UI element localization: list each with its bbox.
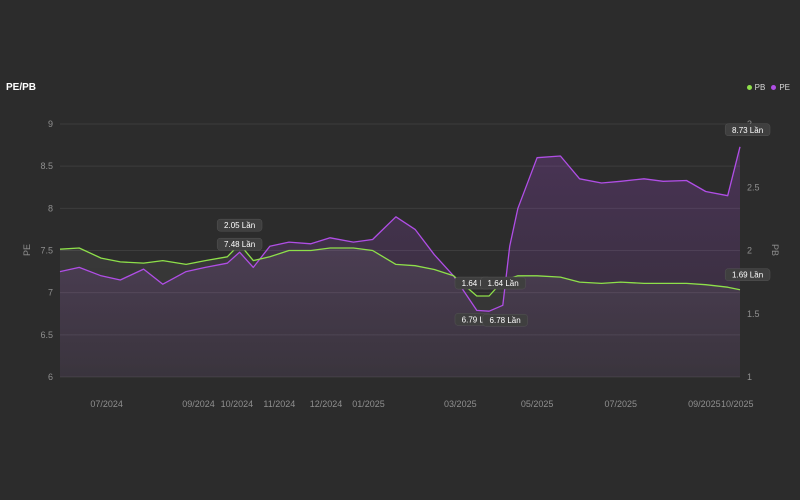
left-tick-label: 7.5 — [40, 246, 53, 256]
series-line-pb — [59, 243, 741, 297]
x-tick-label: 07/2025 — [604, 399, 637, 409]
x-tick-label: 11/2024 — [263, 399, 295, 409]
data-label-box — [216, 237, 263, 251]
left-tick-label: 8 — [48, 203, 53, 213]
data-label-text: 1.69 Lần — [732, 271, 763, 280]
data-label-text: 1.64 Lần — [488, 279, 519, 288]
pb-dot-icon — [746, 85, 752, 90]
legend-label-pe: PE — [779, 83, 790, 92]
x-tick-label: 01/2025 — [352, 399, 385, 409]
data-label-text: 6.79 L — [462, 315, 485, 324]
x-tick-label: 03/2025 — [444, 399, 477, 409]
series-areas — [60, 146, 740, 377]
right-tick-label: 1.5 — [747, 309, 760, 319]
data-labels: 2.05 Lần 7.48 Lần 1.64 L 1.64 Lần 6.79 L 6.78… — [216, 123, 771, 327]
left-axis: 6 6.5 7 7.5 8 8.5 9 PE — [22, 119, 53, 382]
data-label-box — [724, 123, 771, 137]
data-label-text: 7.48 Lần — [224, 240, 255, 249]
right-axis-title: PB — [770, 244, 780, 256]
right-axis: 11.522.53PB — [747, 119, 780, 382]
series-line-pe — [59, 146, 741, 312]
right-tick-label: 2 — [747, 246, 752, 256]
left-axis-title: PE — [22, 244, 32, 256]
x-tick-label: 12/2024 — [310, 399, 343, 409]
data-label-box — [216, 218, 263, 232]
x-tick-label: 05/2025 — [521, 399, 554, 409]
left-tick-label: 8.5 — [40, 161, 53, 171]
left-tick-label: 7 — [48, 288, 53, 298]
x-tick-label: 10/2024 — [221, 399, 254, 409]
data-label-box — [724, 268, 771, 281]
left-tick-label: 9 — [48, 119, 53, 129]
data-label-text: 8.73 Lần — [732, 126, 763, 135]
legend-item-pb[interactable]: PB — [746, 83, 766, 92]
right-tick-label: 1 — [747, 372, 752, 382]
x-tick-label: 10/2025 — [721, 399, 754, 409]
pe-dot-icon — [771, 85, 777, 90]
left-tick-label: 6.5 — [40, 330, 53, 340]
data-label-text: 6.78 Lần — [490, 316, 521, 325]
legend: PB PE — [746, 83, 790, 92]
right-tick-label: 2.5 — [747, 182, 760, 192]
legend-item-pe[interactable]: PE — [771, 83, 790, 92]
series-lines — [59, 146, 741, 312]
legend-label-pb: PB — [754, 83, 766, 92]
data-label-box — [480, 276, 526, 290]
left-tick-label: 6 — [48, 372, 53, 382]
chart-title: PE/PB — [6, 82, 37, 93]
data-label-box — [482, 313, 528, 327]
x-axis: 07/2024 09/2024 10/2024 11/2024 12/2024 01/20… — [90, 399, 753, 409]
series-area-pb — [60, 244, 740, 377]
x-tick-label: 09/2024 — [182, 399, 215, 409]
data-label-text: 2.05 Lần — [224, 221, 255, 230]
data-label-text: 1.64 L — [462, 279, 485, 288]
x-tick-label: 09/2025 — [688, 399, 721, 409]
x-tick-label: 07/2024 — [90, 399, 123, 409]
